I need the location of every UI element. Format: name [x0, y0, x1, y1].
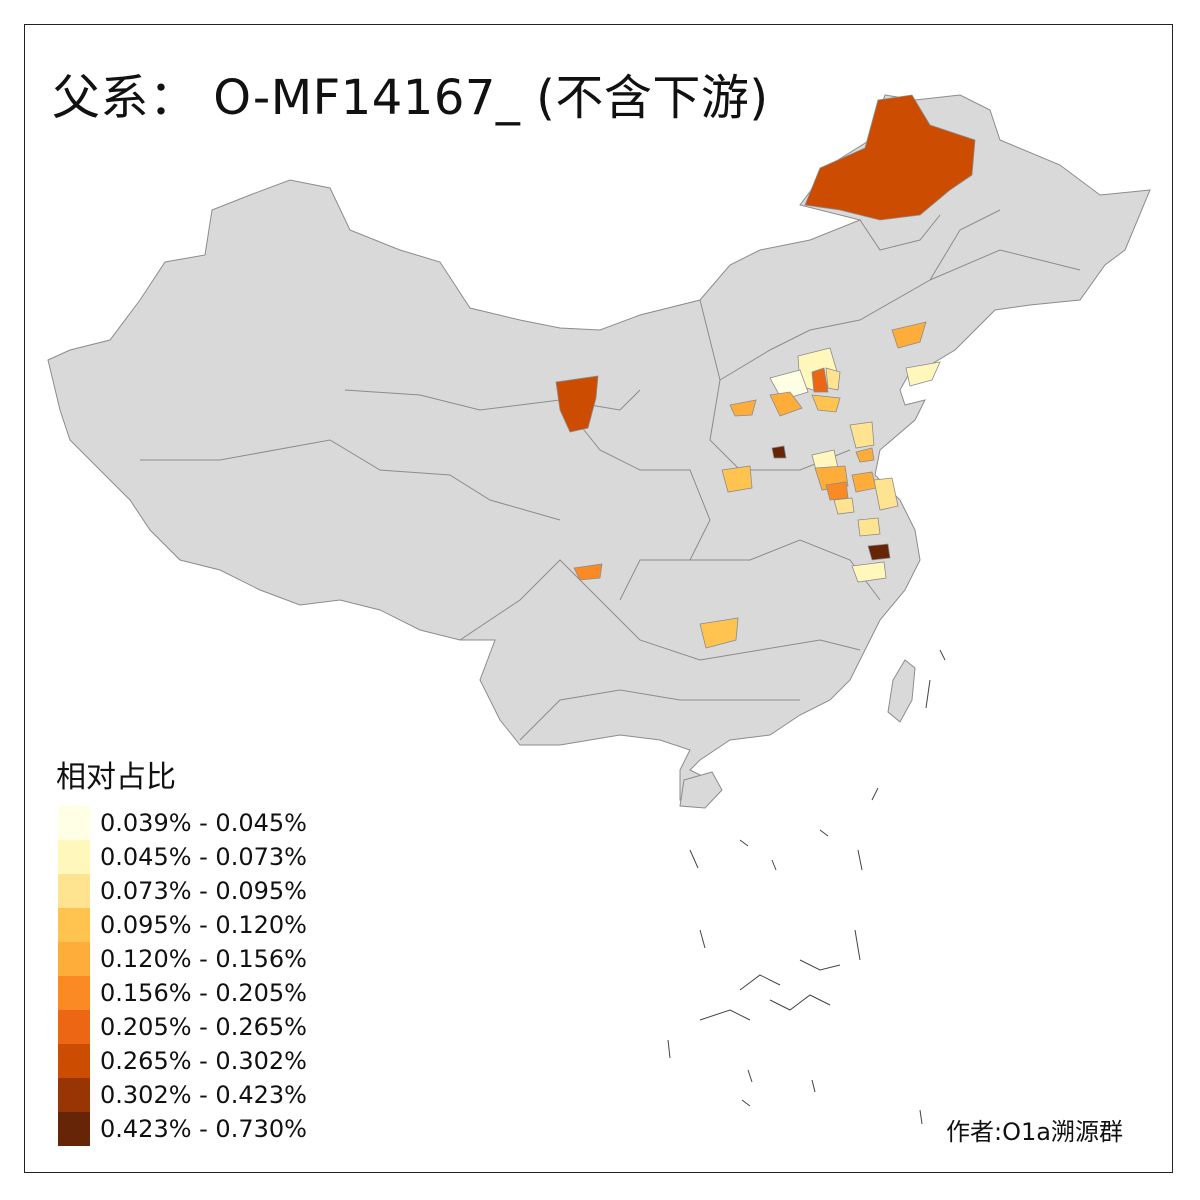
legend-swatch — [58, 1112, 90, 1146]
region-bengbu — [857, 517, 881, 537]
legend-label: 0.423% - 0.730% — [100, 1115, 307, 1143]
legend-swatch — [58, 1044, 90, 1078]
region-chifeng — [891, 321, 927, 349]
region-hohhot-area — [729, 399, 757, 417]
legend-label: 0.205% - 0.265% — [100, 1013, 307, 1041]
region-huzhou — [867, 543, 891, 561]
legend-row: 0.423% - 0.730% — [58, 1112, 358, 1146]
legend-label: 0.156% - 0.205% — [100, 979, 307, 1007]
region-hulunbuir — [804, 94, 976, 221]
legend-row: 0.039% - 0.045% — [58, 806, 358, 840]
legend-row: 0.205% - 0.265% — [58, 1010, 358, 1044]
region-dalian — [905, 361, 941, 387]
region-chengde — [825, 367, 841, 391]
region-handan — [771, 445, 787, 459]
taiwan-island — [887, 659, 916, 723]
region-dezhou — [855, 447, 875, 463]
legend-row: 0.156% - 0.205% — [58, 976, 358, 1010]
legend-row: 0.095% - 0.120% — [58, 908, 358, 942]
legend-label: 0.039% - 0.045% — [100, 809, 307, 837]
region-ningxia-yinchuan — [555, 375, 599, 433]
legend-swatch — [58, 908, 90, 942]
legend-label: 0.095% - 0.120% — [100, 911, 307, 939]
region-nanjing — [833, 497, 855, 515]
region-suqian — [825, 481, 849, 501]
legend-label: 0.302% - 0.423% — [100, 1081, 307, 1109]
region-zhangjiakou — [769, 369, 809, 401]
page-title: 父系： O-MF14167_ (不含下游) — [52, 70, 769, 126]
region-lianyungang — [851, 471, 877, 493]
legend-label: 0.265% - 0.302% — [100, 1047, 307, 1075]
legend-swatch — [58, 976, 90, 1010]
region-changsha — [699, 617, 739, 649]
highlighted-regions — [555, 94, 976, 649]
hainan-island — [679, 771, 723, 809]
region-zhengzhou — [721, 465, 753, 493]
legend-swatch — [58, 942, 90, 976]
region-hangzhou — [851, 561, 887, 583]
legend-row: 0.045% - 0.073% — [58, 840, 358, 874]
region-beijing-core — [811, 367, 829, 393]
region-datong — [769, 391, 803, 417]
legend-swatch — [58, 874, 90, 908]
legend-label: 0.073% - 0.095% — [100, 877, 307, 905]
region-chengdu — [573, 563, 603, 581]
legend-row: 0.302% - 0.423% — [58, 1078, 358, 1112]
legend-swatch — [58, 840, 90, 874]
region-baoding — [811, 394, 841, 413]
legend-row: 0.120% - 0.156% — [58, 942, 358, 976]
author-credit: 作者:O1a溯源群 — [946, 1118, 1123, 1146]
legend-label: 0.120% - 0.156% — [100, 945, 307, 973]
legend-swatch — [58, 1078, 90, 1112]
south-china-sea-islands — [667, 649, 946, 1125]
legend-swatch — [58, 1010, 90, 1044]
legend-title: 相对占比 — [56, 760, 176, 795]
legend-label: 0.045% - 0.073% — [100, 843, 307, 871]
region-shijiazhuang — [849, 421, 875, 449]
region-yancheng — [873, 477, 899, 511]
legend-row: 0.265% - 0.302% — [58, 1044, 358, 1078]
china-landmass — [47, 94, 1151, 801]
legend-row: 0.073% - 0.095% — [58, 874, 358, 908]
legend-swatch — [58, 806, 90, 840]
